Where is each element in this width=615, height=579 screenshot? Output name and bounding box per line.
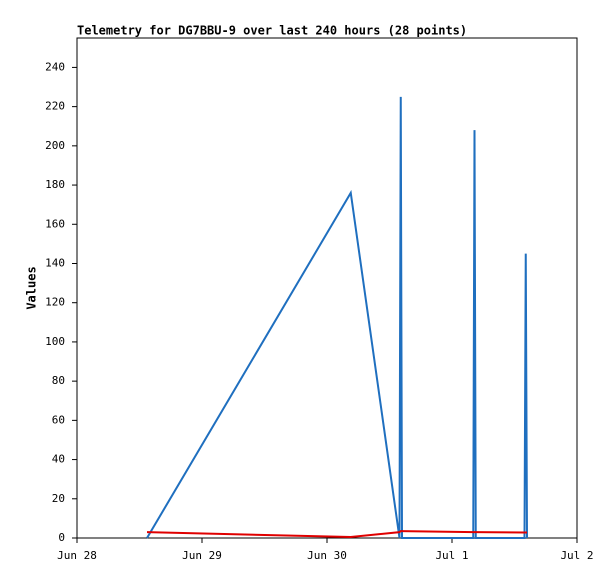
y-tick-label: 200	[45, 139, 65, 152]
y-axis-label: Values	[25, 266, 39, 309]
y-tick-label: 40	[52, 453, 65, 466]
y-tick-label: 240	[45, 60, 65, 73]
y-tick-label: 0	[58, 531, 65, 544]
y-tick-label: 80	[52, 374, 65, 387]
y-tick-label: 100	[45, 335, 65, 348]
y-tick-label: 120	[45, 296, 65, 309]
y-tick-label: 140	[45, 256, 65, 269]
x-tick-label: Jun 28	[57, 549, 97, 562]
chart-title: Telemetry for DG7BBU-9 over last 240 hou…	[77, 24, 467, 38]
y-tick-label: 20	[52, 492, 65, 505]
x-tick-label: Jul 2	[560, 549, 593, 562]
y-tick-label: 220	[45, 100, 65, 113]
y-tick-label: 160	[45, 217, 65, 230]
y-tick-label: 60	[52, 413, 65, 426]
series-line	[146, 530, 527, 539]
y-tick-label: 180	[45, 178, 65, 191]
x-tick-label: Jun 29	[182, 549, 222, 562]
series-line	[146, 96, 528, 539]
x-tick-label: Jun 30	[307, 549, 347, 562]
x-tick-label: Jul 1	[435, 549, 468, 562]
